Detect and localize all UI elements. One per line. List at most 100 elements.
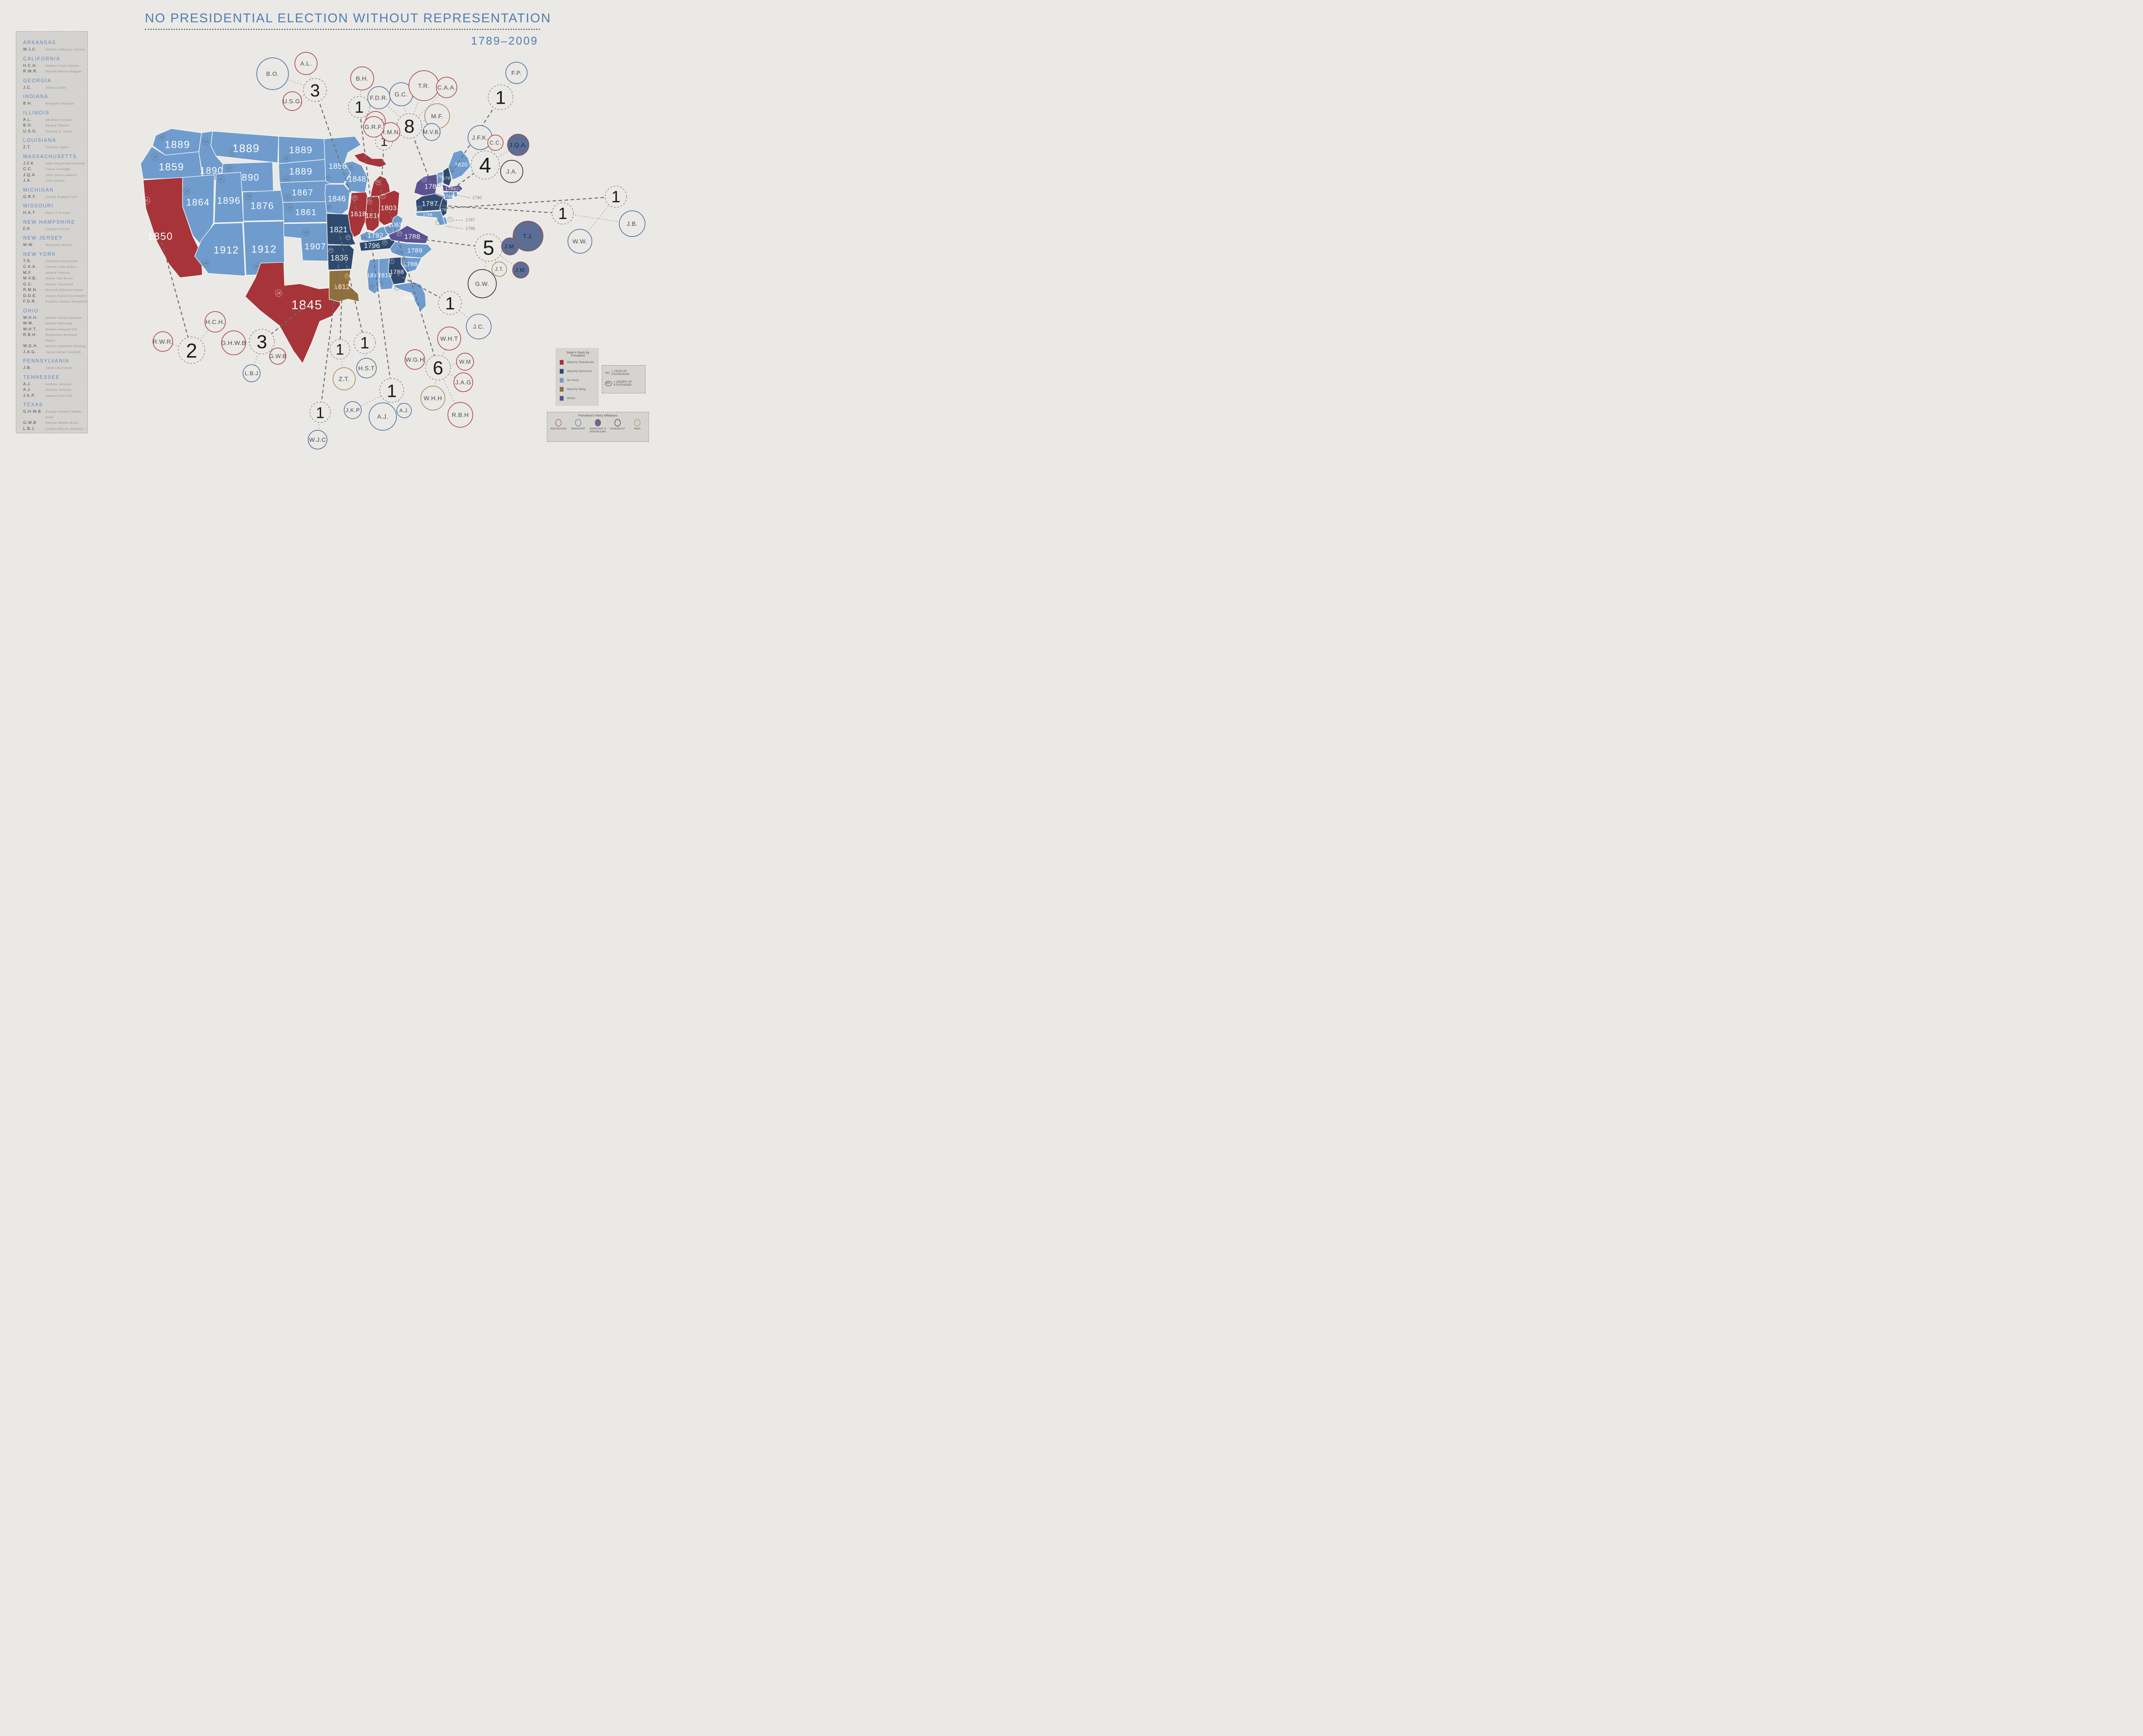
state-shape-new-mexico <box>243 221 285 276</box>
statehood-order-number-colorado: 38 <box>246 194 251 198</box>
state-shape-iowa <box>324 184 350 215</box>
legend-item-label: Majority Democrat <box>567 370 592 373</box>
statehood-order-badge-wisconsin <box>348 165 353 171</box>
statehood-order-badge-pennsylvania <box>417 206 422 211</box>
connector-line-heavy-new-jersey <box>444 196 616 209</box>
president-fullname: James Knox Polk <box>45 393 73 398</box>
state-year-label-maryland: 1788 <box>423 213 432 217</box>
legend-state-party-title: State's Party by President <box>566 351 590 357</box>
sidebar-president-row: M.F. Millard Fillmore <box>23 270 87 276</box>
statehood-order-number-illinois: 21 <box>354 197 356 199</box>
state-year-label-louisiana: 1812 <box>334 284 350 291</box>
state-year-label-north-dakota: 1889 <box>289 145 313 156</box>
sidebar-state-group: INDIANA B.H. Benjamin Harrison <box>23 94 87 107</box>
state-year-label-nebraska: 1867 <box>292 188 314 198</box>
sidebar-president-row: J.C. Jimmy Carter <box>23 85 87 91</box>
callout-year-delaware: 1787 <box>465 218 475 223</box>
president-fullname: Harry S Truman <box>45 211 71 215</box>
sidebar-state-group: TEXAS G.H.W.B George Herbert Walker Bush G.… <box>23 402 87 432</box>
statehood-order-badge-arizona <box>202 259 210 267</box>
sidebar-state-name: ARKANSAS <box>23 40 57 45</box>
legend-item: Majority Whig <box>560 387 596 392</box>
connector-line-heavy-tennessee <box>371 246 393 391</box>
statehood-order-number-nevada: 36 <box>185 189 189 193</box>
statehood-order-number-delaware: 1 <box>449 218 450 221</box>
president-initials: M.V.B. <box>423 129 441 135</box>
statehood-order-number-georgia: 4 <box>391 260 393 263</box>
connector-line-heavy-louisiana <box>339 288 343 350</box>
president-circle-jkp <box>344 401 362 419</box>
president-fullname: Ronald Wilson Reagan <box>45 69 82 73</box>
state-year-label-georgia: 1788 <box>390 268 404 275</box>
statehood-order-number-pennsylvania: 2 <box>418 207 420 210</box>
affiliation-circle-dem_rep <box>595 419 601 426</box>
poster-canvas: { "title": { "text": "NO PRESIDENTIAL EL… <box>0 0 662 459</box>
president-abbr: J.F.K <box>23 161 34 165</box>
sidebar-state-group: ARKANSAS W.J.C. William Jefferson Clinton <box>23 40 87 53</box>
affiliation-circle-republican <box>555 419 561 426</box>
state-shape-massachusetts <box>442 184 463 192</box>
sidebar-president-row: J.A. John Adams <box>23 178 87 184</box>
president-fullname: Richard Milhouse Nixon <box>45 288 84 292</box>
president-circle-fp <box>505 62 528 84</box>
president-initials: W.H.H <box>424 395 442 402</box>
statehood-order-number-michigan: 26 <box>377 181 379 184</box>
president-abbr: C.A.A. <box>23 264 37 269</box>
president-initials: L.B.J <box>245 370 258 377</box>
president-initials: J.K.P <box>345 407 360 414</box>
sidebar-state-name: NEW JERSEY <box>23 236 63 241</box>
president-fullname: Millard Fillmore <box>45 270 70 275</box>
sidebar-president-row: J.K.P. James Knox Polk <box>23 393 87 399</box>
state-year-label-north-carolina: 1789 <box>407 247 422 255</box>
legend-item: No Party <box>560 378 596 383</box>
state-year-label-maine: 1820 <box>455 162 468 168</box>
sidebar-president-row: G.H.W.B George Herbert Walker Bush <box>23 409 87 420</box>
state-shape-new-hampshire <box>443 167 452 186</box>
president-fullname: William McKinley <box>45 321 73 325</box>
state-year-label-kentucky: 1792 <box>367 232 384 240</box>
president-initials: H.C.H. <box>206 318 225 325</box>
state-year-label-oregon: 1859 <box>159 162 184 173</box>
statehood-order-badge-oklahoma <box>302 228 310 236</box>
statehood-order-badge-georgia <box>389 259 394 264</box>
president-abbr: A.J. <box>23 381 32 386</box>
state-year-label-florida: 1845 <box>401 294 415 301</box>
statehood-order-number-indiana: 19 <box>368 200 371 203</box>
statehood-order-badge-west-virginia <box>387 228 392 233</box>
sidebar-state-name: PENNSYLVANIA <box>23 359 70 364</box>
president-abbr: R.W.R. <box>23 69 38 73</box>
president-initials: F.D.R. <box>370 94 388 101</box>
president-initials: J.C. <box>473 323 485 330</box>
sidebar-president-row: J.Q.A. John Quincy Adams <box>23 172 87 178</box>
president-abbr: Z.T. <box>23 145 31 149</box>
affiliation-circle-federalist <box>615 419 621 426</box>
president-fullname: Benjamin Harrison <box>45 102 75 105</box>
sidebar-president-row: B.O. Barack Obama <box>23 123 87 129</box>
president-circle-aj <box>396 403 412 418</box>
affiliation-item: WHIG <box>628 419 647 433</box>
affiliation-item: DEMOCRAT <box>569 419 588 433</box>
president-initials: J.M. <box>504 243 516 250</box>
cluster-count-value-new-hampshire: 1 <box>495 87 506 108</box>
sidebar-president-row: C.A.A. Chester Alan Arthur <box>23 264 87 270</box>
president-fullname: John Quincy Adams <box>45 173 77 177</box>
cluster-count-circle-california <box>178 336 205 364</box>
president-fullname: George Herbert Walker Bush <box>45 410 82 419</box>
state-year-label-arkansas: 1836 <box>330 254 348 262</box>
sidebar-president-row: T.R. Theodore Roosevelt <box>23 258 87 264</box>
statehood-order-badge-oregon <box>151 153 159 161</box>
president-initials: J.Q.A. <box>509 141 527 148</box>
statehood-order-badge-iowa <box>327 205 332 210</box>
statehood-order-number-nebraska: 37 <box>286 196 290 200</box>
president-initials: B.O. <box>266 70 279 77</box>
state-shape-arizona <box>194 222 246 276</box>
sidebar-state-group: NEW JERSEY W.W. Woodrow Wilson <box>23 236 87 248</box>
president-fullname: Jimmy Carter <box>45 85 67 90</box>
cluster-count-circle-missouri <box>354 332 376 354</box>
statehood-order-number-mississippi: 20 <box>370 286 372 288</box>
president-circle-wjc <box>308 430 327 450</box>
state-year-label-iowa: 1846 <box>328 195 346 203</box>
president-fullname: Chester Alan Arthur <box>45 265 77 269</box>
sidebar-state-name: CALIFORNIA <box>23 56 61 62</box>
statehood-order-number-louisiana: 18 <box>346 275 348 277</box>
